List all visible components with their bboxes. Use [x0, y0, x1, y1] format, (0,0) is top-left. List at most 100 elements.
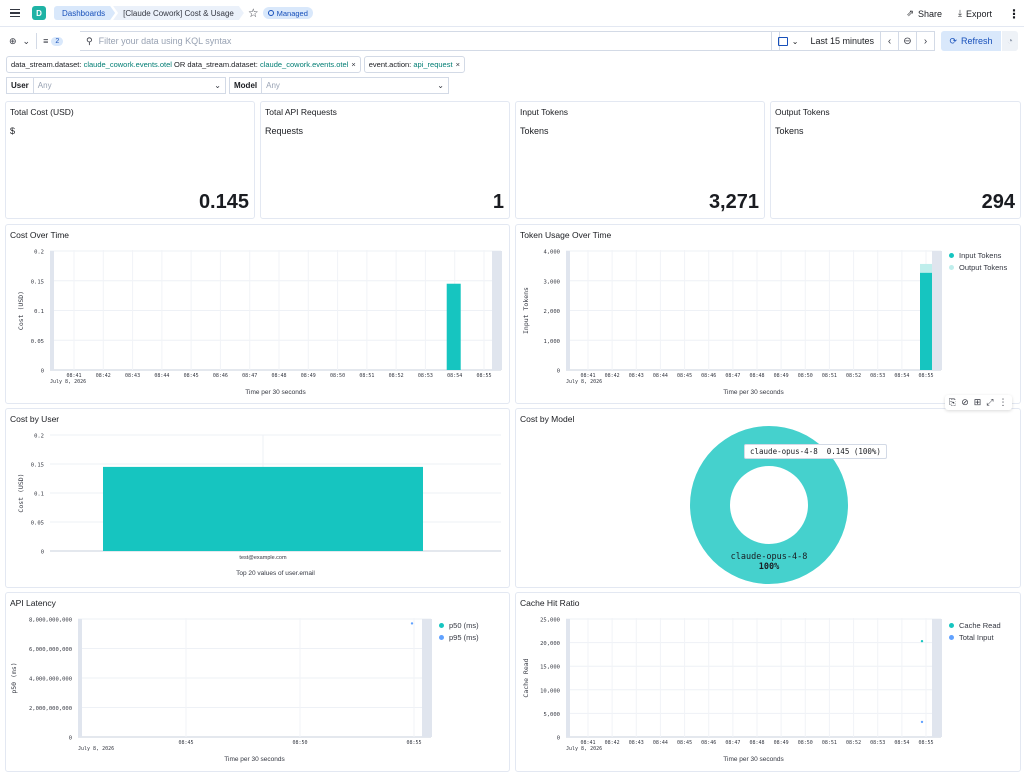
explore-icon[interactable]: ⊘ — [961, 397, 969, 407]
legend-dot — [949, 622, 954, 628]
auto-refresh-button[interactable]: ◔ — [1002, 31, 1018, 51]
share-icon: ⇗ — [906, 8, 914, 18]
legend-item[interactable]: Cache Read — [949, 619, 1001, 631]
date-picker[interactable]: ⌄ Last 15 minutes — [770, 31, 881, 51]
x-tick-label: 08:55 — [476, 373, 491, 379]
zoom-out-button[interactable]: ⊖ — [899, 31, 917, 51]
panel-cost-over-time: Cost Over Time 0.2 0.15 0.1 0.05 0 Cost (USD)… — [5, 224, 510, 404]
token-usage-chart: 4,000 3,000 2,000 1,000 0 Input Tokens Time pe… — [522, 250, 942, 396]
x-tick-label: 08:46 — [701, 373, 716, 379]
x-axis-title: Time per 30 seconds — [224, 756, 285, 763]
add-circle-icon: ⊕ — [9, 35, 17, 46]
donut-slice — [690, 426, 848, 584]
x-tick-label: 08:54 — [894, 373, 909, 379]
api-latency-chart: 8,000,000,000 6,000,000,000 4,000,000,000 2… — [10, 618, 432, 763]
user-control[interactable]: User Any ⌄ — [6, 77, 226, 94]
x-tick-label: 08:48 — [271, 373, 286, 379]
x-axis-title: Top 20 values of user.email — [236, 570, 315, 577]
x-tick-label: 08:55 — [406, 740, 421, 746]
slice-percent: 100% — [759, 562, 780, 572]
x-tick-label: 08:50 — [798, 740, 813, 746]
y-tick-label: 2,000 — [543, 309, 560, 315]
legend-item[interactable]: p50 (ms) — [439, 619, 479, 631]
add-filter-button[interactable]: ⊕ — [6, 32, 20, 50]
bar — [103, 466, 423, 551]
app-logo[interactable]: D — [32, 6, 46, 20]
more-options-icon[interactable]: ⋮ — [998, 397, 1008, 407]
metric-panel-total-requests: Total API Requests Requests 1 — [260, 101, 510, 219]
x-tick-label: 08:44 — [653, 740, 668, 746]
x-tick-label: 08:54 — [894, 740, 909, 746]
y-tick-label: 15,000 — [540, 665, 560, 671]
filter-pill-dataset[interactable]: data_stream.dataset: claude_cowork.event… — [6, 56, 361, 73]
refresh-icon: ⟳ — [949, 35, 958, 46]
y-tick-label: 0.15 — [31, 463, 44, 469]
kql-search-input[interactable]: ⚲ Filter your data using KQL syntax — [80, 31, 780, 51]
time-back-button[interactable]: ‹ — [881, 31, 899, 51]
panel-toolbar: ⎘ ⊘ ⊞ ⤢ ⋮ — [945, 395, 1012, 410]
remove-filter-icon[interactable]: × — [351, 60, 356, 69]
x-tick-label: 08:47 — [725, 740, 740, 746]
x-axis-title: Time per 30 seconds — [245, 389, 306, 396]
filter-pill-action[interactable]: event.action: api_request × — [363, 56, 465, 73]
more-options-icon[interactable]: ⋮ — [1008, 6, 1020, 21]
y-tick-label: 0.1 — [34, 492, 44, 498]
chevrons-icon: ⌄ — [22, 35, 31, 46]
x-tick-label: 08:53 — [418, 373, 433, 379]
panel-cache-hit-ratio: Cache Hit Ratio 25,000 20,000 15,000 10,000… — [515, 592, 1021, 772]
remove-filter-icon[interactable]: × — [455, 60, 460, 69]
model-control[interactable]: Model Any ⌄ — [229, 77, 449, 94]
legend-item[interactable]: Total Input — [949, 631, 1001, 643]
x-date-label: July 8, 2026 — [566, 746, 602, 752]
cost-by-user-chart: 0.2 0.15 0.1 0.05 0 Cost (USD) Top 20 values o… — [17, 434, 501, 577]
menu-icon[interactable] — [6, 4, 24, 22]
time-forward-button[interactable]: › — [917, 31, 935, 51]
x-tick-label: 08:54 — [447, 373, 462, 379]
expand-icon[interactable]: ⤢ — [986, 397, 994, 407]
x-tick-label: 08:42 — [605, 740, 620, 746]
legend-item[interactable]: p95 (ms) — [439, 631, 479, 643]
collapse-controls-button[interactable]: ⌄ — [20, 32, 34, 50]
y-tick-label: 2,000,000,000 — [29, 706, 72, 712]
chevron-down-icon: ⌄ — [791, 36, 799, 46]
cache-hit-legend: Cache Read Total Input — [949, 619, 1001, 643]
x-tick-label: 08:50 — [292, 740, 307, 746]
copy-icon[interactable]: ⎘ — [949, 397, 957, 407]
legend-dot — [949, 252, 954, 258]
legend-item[interactable]: Output Tokens — [949, 261, 1007, 273]
legend-dot — [439, 622, 444, 628]
refresh-button[interactable]: ⟳ Refresh — [941, 31, 1001, 51]
dashboard-controls: User Any ⌄ Model Any ⌄ — [0, 77, 1024, 94]
star-icon[interactable]: ☆ — [247, 6, 259, 20]
y-tick-label: 0.05 — [31, 339, 44, 345]
band-end — [932, 251, 942, 370]
x-tick-label: 08:55 — [918, 740, 933, 746]
band-start — [50, 251, 54, 370]
chevron-down-icon: ⌄ — [437, 81, 444, 90]
x-tick-label: 08:45 — [677, 373, 692, 379]
band-end — [422, 619, 432, 737]
filter-menu-button[interactable]: ≡ 2 — [40, 32, 66, 50]
x-tick-label: 08:43 — [125, 373, 140, 379]
breadcrumb-dashboards[interactable]: Dashboards — [54, 6, 115, 20]
legend-item[interactable]: Input Tokens — [949, 249, 1007, 261]
query-bar: ⊕ ⌄ ≡ 2 ⚲ Filter your data using KQL synt… — [0, 29, 1024, 53]
managed-badge: Managed — [262, 7, 313, 19]
y-axis-title: Cache Read — [522, 658, 530, 697]
legend-dot — [439, 634, 444, 640]
x-axis-title: Time per 30 seconds — [723, 389, 784, 396]
metric-panel-output-tokens: Output Tokens Tokens 294 — [770, 101, 1021, 219]
export-icon: ⤓ — [958, 8, 962, 18]
inspect-icon[interactable]: ⊞ — [973, 397, 982, 407]
x-tick-label: 08:41 — [580, 740, 595, 746]
x-tick-label: 08:52 — [846, 740, 861, 746]
bar-segment — [920, 263, 932, 273]
x-tick-label: 08:45 — [178, 740, 193, 746]
y-tick-label: 4,000 — [543, 250, 560, 256]
share-button[interactable]: ⇗ Share — [906, 8, 942, 19]
x-tick-label: 08:43 — [629, 373, 644, 379]
export-button[interactable]: ⤓ Export — [958, 8, 992, 19]
x-tick-label: 08:52 — [846, 373, 861, 379]
y-tick-label: 0 — [41, 550, 44, 556]
api-latency-legend: p50 (ms) p95 (ms) — [439, 619, 479, 643]
